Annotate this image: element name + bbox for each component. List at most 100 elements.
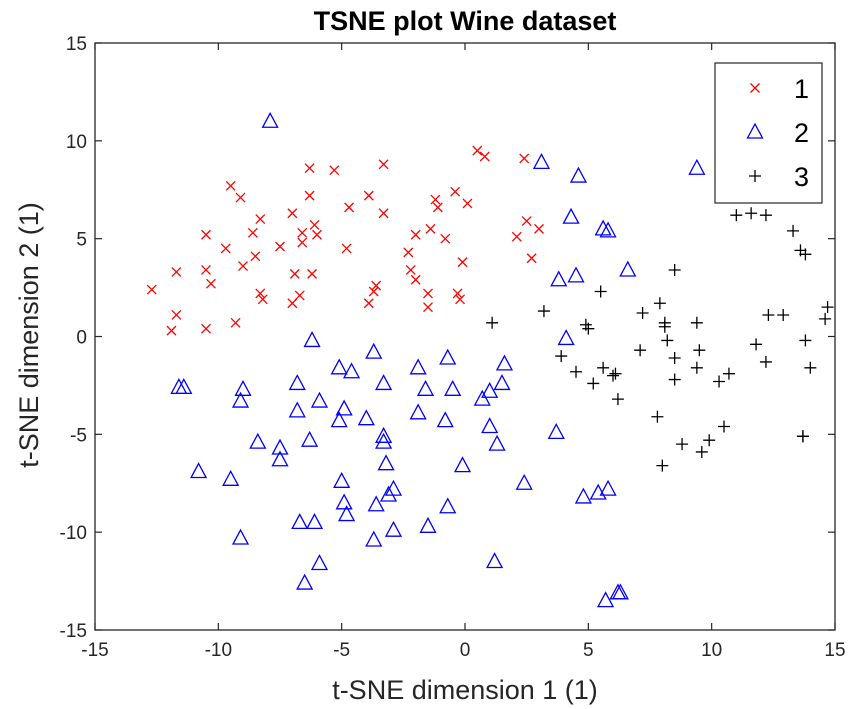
data-point [819, 312, 832, 325]
data-point [249, 432, 267, 449]
data-point [661, 334, 674, 347]
data-point [304, 163, 315, 174]
y-tick-label: -5 [70, 425, 87, 446]
data-point [410, 274, 421, 285]
data-point [479, 151, 490, 162]
data-point [619, 260, 637, 277]
data-point [335, 493, 353, 510]
data-point [450, 186, 461, 197]
data-point [375, 432, 393, 449]
data-point [297, 237, 308, 248]
data-point [309, 220, 320, 230]
data-point [250, 251, 261, 262]
data-point [363, 298, 374, 309]
data-point [486, 552, 504, 569]
data-point [634, 344, 647, 357]
data-point [379, 485, 398, 502]
data-point [532, 152, 551, 170]
data-point [275, 241, 285, 252]
data-point [287, 208, 298, 219]
data-point [519, 153, 530, 164]
data-point [567, 266, 585, 283]
y-tick-label: -15 [60, 621, 87, 642]
data-point [703, 434, 716, 447]
data-point [713, 375, 726, 388]
chart-title: TSNE plot Wine dataset [314, 6, 617, 36]
data-point [656, 459, 669, 472]
data-point [486, 316, 499, 329]
data-point [796, 430, 809, 443]
data-point [452, 288, 463, 299]
legend-marker [750, 83, 760, 93]
data-point [305, 513, 324, 530]
data-point [201, 229, 211, 240]
data-point [425, 223, 436, 234]
data-point [804, 361, 817, 374]
data-point [222, 469, 240, 486]
data-point [745, 207, 758, 220]
data-point [312, 229, 322, 240]
data-point [403, 247, 414, 258]
data-point [557, 329, 575, 346]
data-point [821, 301, 834, 314]
data-point [289, 268, 300, 279]
data-point [750, 338, 763, 351]
data-point [288, 374, 306, 391]
data-point [261, 111, 279, 128]
data-point [611, 583, 629, 600]
data-point [384, 520, 403, 537]
data-point [409, 358, 427, 375]
data-point [730, 209, 743, 222]
data-point [562, 207, 580, 224]
data-point [371, 280, 382, 291]
data-point [550, 270, 568, 287]
data-point [690, 316, 703, 329]
data-point [658, 320, 671, 333]
data-point [570, 365, 582, 378]
data-point [375, 426, 393, 443]
data-point [333, 471, 351, 488]
y-axis-label: t-SNE dimension 2 (1) [14, 202, 44, 468]
data-point [310, 391, 329, 408]
data-point [455, 294, 466, 305]
data-point [419, 516, 437, 533]
x-tick-label: -15 [81, 640, 108, 661]
data-point [587, 377, 600, 390]
data-point [722, 367, 735, 380]
y-tick-label: -10 [60, 523, 87, 544]
data-point [344, 202, 355, 213]
data-point [534, 223, 544, 234]
data-point [636, 307, 649, 320]
legend-box [714, 62, 823, 204]
data-point [695, 445, 708, 458]
x-tick-label: 0 [460, 640, 471, 661]
data-point [594, 285, 607, 298]
data-point [416, 379, 435, 396]
data-point [288, 401, 306, 418]
data-point [231, 528, 250, 545]
data-point [537, 305, 550, 318]
data-point [230, 317, 241, 328]
data-point [175, 377, 193, 395]
data-point [521, 216, 532, 227]
data-point [653, 297, 666, 310]
data-point [423, 288, 433, 299]
data-point [307, 268, 318, 279]
data-point [310, 554, 329, 571]
legend-label: 2 [794, 118, 809, 148]
data-point [190, 462, 208, 479]
data-point [378, 159, 389, 170]
data-point [481, 417, 499, 434]
data-point [688, 158, 706, 175]
data-point [436, 411, 454, 428]
data-point [341, 243, 352, 254]
data-point [668, 352, 681, 365]
data-point [304, 190, 315, 201]
data-point [473, 389, 491, 406]
data-point [342, 362, 361, 379]
data-point [759, 355, 772, 368]
data-point [201, 265, 211, 275]
data-point [668, 263, 681, 276]
data-point [247, 227, 258, 238]
